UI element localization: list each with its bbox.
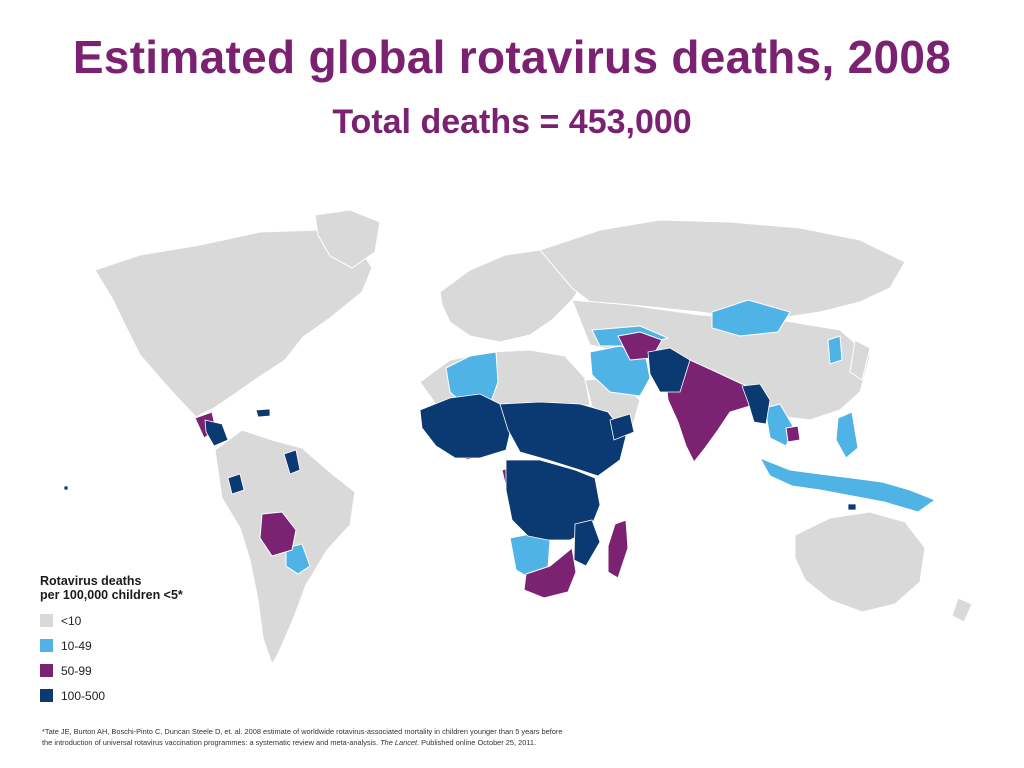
region-korea bbox=[827, 335, 843, 365]
map-legend: Rotavirus deaths per 100,000 children <5… bbox=[40, 574, 183, 708]
region-mongolia bbox=[711, 299, 791, 337]
region-cambodia bbox=[785, 425, 801, 443]
legend-title-line1: Rotavirus deaths bbox=[40, 574, 142, 588]
map-subtitle: Total deaths = 453,000 bbox=[332, 103, 692, 141]
world-map bbox=[63, 209, 973, 666]
legend-swatch bbox=[40, 689, 53, 702]
legend-swatch bbox=[40, 664, 53, 677]
legend-swatch bbox=[40, 614, 53, 627]
region-sahel-east-africa bbox=[499, 401, 627, 477]
legend-item: 50-99 bbox=[40, 658, 183, 683]
region-new-zealand bbox=[951, 597, 973, 623]
legend-item: 100-500 bbox=[40, 683, 183, 708]
footnote-line2-b: . Published online October 25, 2011. bbox=[417, 738, 537, 747]
region-pakistan bbox=[647, 347, 691, 393]
region-guatemala-honduras bbox=[204, 419, 229, 447]
legend-label: <10 bbox=[61, 613, 82, 628]
region-australia bbox=[794, 511, 926, 613]
legend-label: 50-99 bbox=[61, 663, 92, 678]
legend-title: Rotavirus deaths per 100,000 children <5… bbox=[40, 574, 183, 602]
region-greenland bbox=[314, 209, 381, 269]
region-europe bbox=[439, 249, 586, 343]
region-west-africa bbox=[419, 393, 513, 459]
legend-swatch bbox=[40, 639, 53, 652]
map-title: Estimated global rotavirus deaths, 2008 bbox=[72, 31, 952, 83]
citation-footnote: *Tate JE, Burton AH, Boschi-Pinto C, Dun… bbox=[42, 726, 662, 748]
region-ecuador-peru bbox=[227, 473, 245, 495]
region-papua-dot bbox=[847, 503, 857, 511]
region-southern-africa bbox=[523, 547, 577, 599]
region-north-america bbox=[94, 229, 373, 418]
region-myanmar-bangladesh bbox=[741, 383, 771, 425]
region-madagascar bbox=[607, 519, 629, 579]
region-paraguay bbox=[285, 543, 311, 575]
legend-item: <10 bbox=[40, 608, 183, 633]
region-haiti bbox=[255, 408, 271, 418]
region-japan bbox=[849, 339, 871, 381]
region-indonesia bbox=[758, 457, 937, 513]
legend-label: 10-49 bbox=[61, 638, 92, 653]
region-mozambique bbox=[573, 519, 601, 567]
region-guyana bbox=[283, 449, 301, 475]
footnote-line2: the introduction of universal rotavirus … bbox=[42, 737, 662, 748]
legend-title-line2: per 100,000 children <5* bbox=[40, 588, 183, 602]
footnote-line1: *Tate JE, Burton AH, Boschi-Pinto C, Dun… bbox=[42, 727, 563, 736]
footnote-line2-a: the introduction of universal rotavirus … bbox=[42, 738, 381, 747]
region-algeria-libya bbox=[445, 351, 499, 411]
region-yemen bbox=[609, 413, 635, 441]
region-philippines bbox=[835, 411, 859, 459]
category-100-500 bbox=[63, 347, 857, 567]
legend-items: <10 10-49 50-99 100-500 bbox=[40, 608, 183, 708]
region-bolivia bbox=[259, 511, 297, 557]
legend-item: 10-49 bbox=[40, 633, 183, 658]
region-cape-verde-dot bbox=[63, 485, 69, 491]
region-india bbox=[664, 359, 761, 463]
footnote-journal: The Lancet bbox=[380, 738, 418, 747]
legend-label: 100-500 bbox=[61, 688, 106, 703]
